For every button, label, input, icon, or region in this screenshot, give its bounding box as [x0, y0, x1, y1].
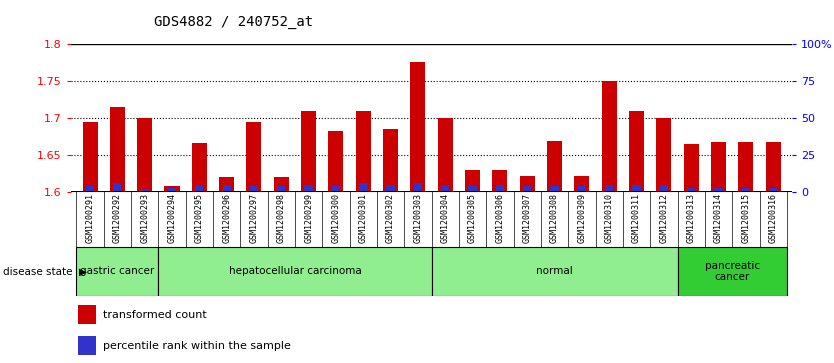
Text: hepatocellular carcinoma: hepatocellular carcinoma [229, 266, 361, 276]
Text: GSM1200292: GSM1200292 [113, 193, 122, 243]
Text: GSM1200309: GSM1200309 [577, 193, 586, 243]
Bar [332, 187, 340, 192]
Bar [414, 183, 422, 192]
Bar [223, 185, 231, 192]
Text: GSM1200298: GSM1200298 [277, 193, 286, 243]
Bar [164, 187, 179, 192]
Bar [711, 142, 726, 192]
Text: GSM1200293: GSM1200293 [140, 193, 149, 243]
Bar [77, 247, 158, 296]
Bar [656, 118, 671, 192]
Text: disease state  ▶: disease state ▶ [3, 266, 87, 276]
Bar [386, 185, 394, 192]
Bar [492, 170, 507, 192]
Text: gastric cancer: gastric cancer [80, 266, 154, 276]
Text: GSM1200312: GSM1200312 [660, 193, 668, 243]
Bar [520, 176, 535, 192]
Bar [83, 122, 98, 192]
Text: GSM1200301: GSM1200301 [359, 193, 368, 243]
Bar [766, 142, 781, 192]
Bar [86, 187, 94, 192]
Bar [547, 141, 562, 192]
Bar [359, 183, 368, 192]
Bar [741, 188, 750, 192]
Text: GSM1200303: GSM1200303 [414, 193, 423, 243]
Text: GSM1200299: GSM1200299 [304, 193, 313, 243]
Bar [738, 142, 753, 192]
Bar [168, 188, 176, 192]
Bar [277, 187, 285, 192]
Bar [495, 185, 504, 192]
Bar [141, 189, 148, 192]
Bar [110, 107, 125, 192]
Bar [677, 247, 786, 296]
Text: GSM1200313: GSM1200313 [686, 193, 696, 243]
Text: GSM1200295: GSM1200295 [195, 193, 203, 243]
Text: GSM1200311: GSM1200311 [632, 193, 641, 243]
Text: transformed count: transformed count [103, 310, 207, 320]
Text: pancreatic
cancer: pancreatic cancer [705, 261, 760, 282]
Bar [304, 185, 313, 192]
Bar [113, 183, 122, 192]
Bar [78, 336, 96, 355]
Bar [465, 170, 480, 192]
Bar [137, 118, 152, 192]
Bar [523, 187, 531, 192]
Bar [441, 185, 450, 192]
Bar [356, 111, 371, 192]
Text: GSM1200305: GSM1200305 [468, 193, 477, 243]
Text: percentile rank within the sample: percentile rank within the sample [103, 340, 291, 351]
Bar [250, 187, 258, 192]
Bar [684, 144, 699, 192]
Text: GSM1200297: GSM1200297 [249, 193, 259, 243]
Bar [78, 305, 96, 324]
Bar [438, 118, 453, 192]
Text: GSM1200308: GSM1200308 [550, 193, 559, 243]
Text: GDS4882 / 240752_at: GDS4882 / 240752_at [154, 15, 314, 29]
Bar [383, 129, 398, 192]
Bar [769, 188, 777, 192]
Bar [660, 185, 668, 192]
Text: GSM1200294: GSM1200294 [168, 193, 177, 243]
Bar [550, 187, 559, 192]
Bar [192, 143, 207, 192]
Bar [274, 177, 289, 192]
Text: GSM1200306: GSM1200306 [495, 193, 505, 243]
Bar [329, 131, 344, 192]
Bar [432, 247, 677, 296]
Bar [687, 188, 696, 192]
Bar [575, 176, 590, 192]
Text: GSM1200300: GSM1200300 [331, 193, 340, 243]
Bar [469, 187, 477, 192]
Text: normal: normal [536, 266, 573, 276]
Bar [629, 111, 644, 192]
Bar [158, 247, 432, 296]
Text: GSM1200307: GSM1200307 [523, 193, 532, 243]
Bar [601, 81, 616, 192]
Bar [715, 188, 722, 192]
Text: GSM1200310: GSM1200310 [605, 193, 614, 243]
Text: GSM1200316: GSM1200316 [769, 193, 777, 243]
Text: GSM1200291: GSM1200291 [86, 193, 94, 243]
Text: GSM1200302: GSM1200302 [386, 193, 395, 243]
Bar [195, 187, 203, 192]
Bar [410, 62, 425, 192]
Text: GSM1200315: GSM1200315 [741, 193, 751, 243]
Text: GSM1200314: GSM1200314 [714, 193, 723, 243]
Bar [219, 177, 234, 192]
Text: GSM1200304: GSM1200304 [440, 193, 450, 243]
Text: GSM1200296: GSM1200296 [222, 193, 231, 243]
Bar [301, 111, 316, 192]
Bar [632, 185, 641, 192]
Bar [605, 185, 613, 192]
Bar [578, 187, 586, 192]
Bar [247, 122, 262, 192]
